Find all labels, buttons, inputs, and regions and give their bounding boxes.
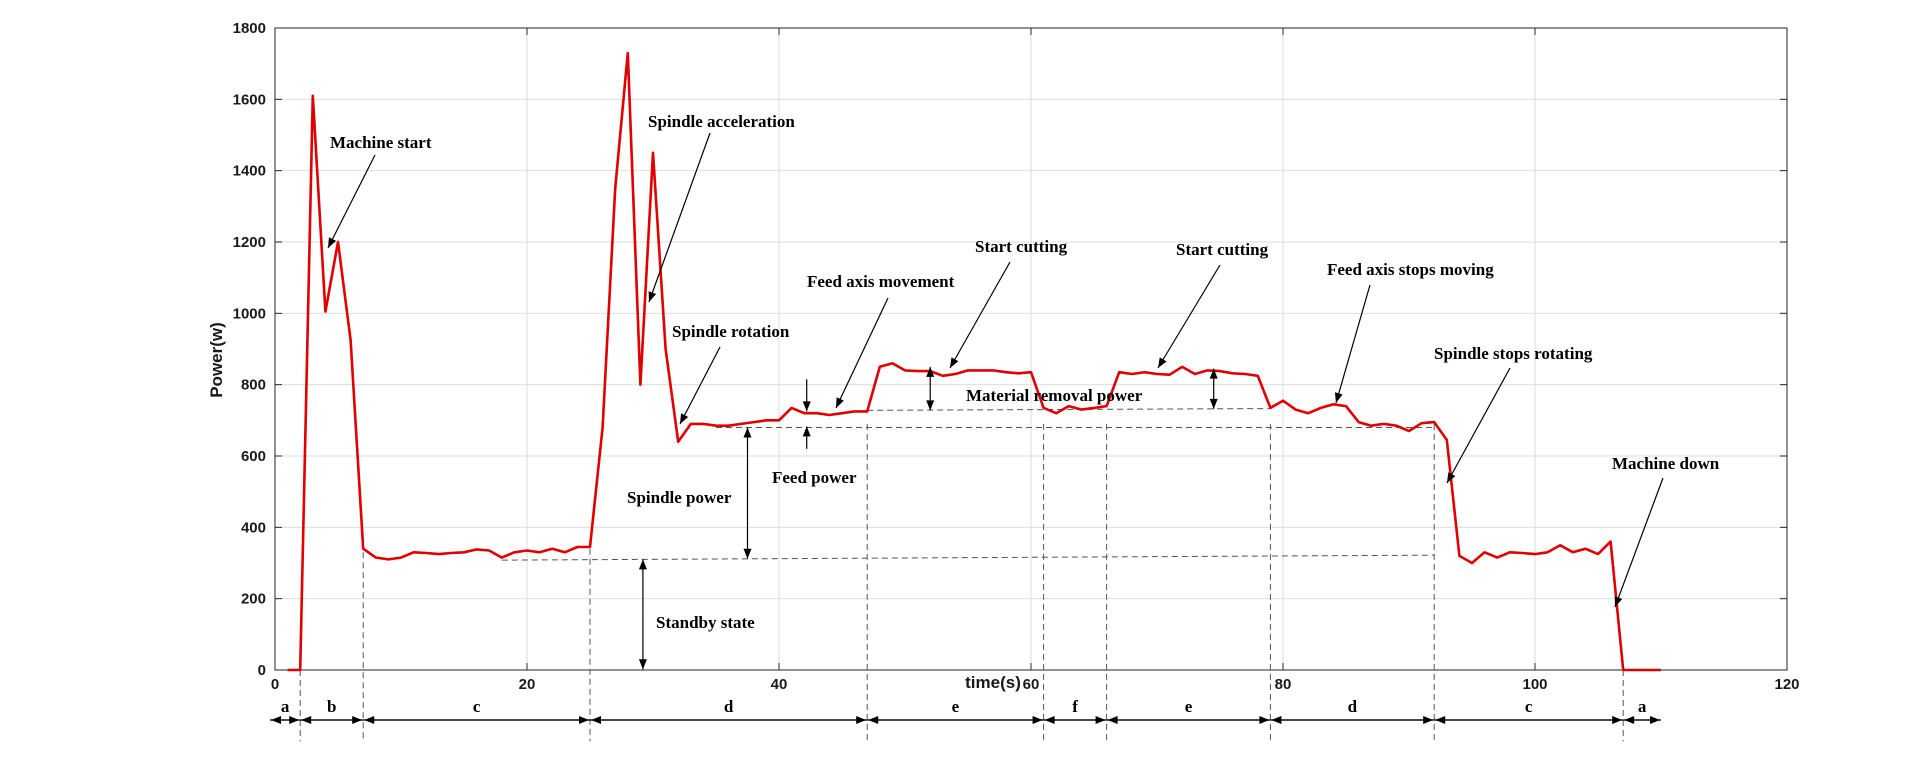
- x-tick-label: 100: [1522, 676, 1547, 693]
- y-tick-label: 1000: [233, 305, 266, 322]
- y-axis-title: Power(w): [207, 322, 226, 398]
- phase-label: c: [473, 697, 481, 716]
- arrow-spindle-stops-head: [1447, 472, 1456, 483]
- arrow-spindle-rotation: [679, 346, 721, 425]
- axis-ticks: 0 20 40 60 80 100 1200200400600800100012001400…: [233, 20, 1800, 693]
- arrow-machine-down: [1614, 477, 1664, 608]
- arrow-feed-power-bottom-head: [802, 426, 811, 437]
- x-axis-title: time(s): [965, 673, 1021, 692]
- arrow-material-removal-1-head: [926, 366, 935, 377]
- phase-label: a: [281, 697, 290, 716]
- arrow-spindle-acceleration-head: [648, 291, 657, 302]
- arrow-feed-axis-movement: [835, 297, 889, 409]
- arrow-machine-start-head: [328, 237, 337, 248]
- y-tick-label: 1800: [233, 20, 266, 37]
- arrow-standby-head: [638, 659, 647, 670]
- annotation-material-removal-power: Material removal power: [966, 386, 1143, 405]
- arrow-material-removal-2-head: [1209, 368, 1218, 379]
- phase-label: b: [327, 697, 336, 716]
- dashed-reference-line: [867, 408, 1271, 411]
- annotation-feed-axis-movement: Feed axis movement: [807, 272, 955, 291]
- arrow-start-cutting-1-head: [950, 357, 959, 368]
- x-tick-label: 0: [271, 676, 279, 693]
- y-tick-label: 200: [241, 591, 266, 608]
- y-tick-label: 400: [241, 519, 266, 536]
- annotation-arrows: [271, 132, 1664, 724]
- x-tick-label: 80: [1275, 676, 1292, 693]
- arrow-start-cutting-1: [949, 261, 1011, 369]
- annotation-spindle-stops: Spindle stops rotating: [1434, 344, 1593, 363]
- annotation-feed-power: Feed power: [772, 468, 857, 487]
- arrow-machine-down-head: [1614, 596, 1623, 607]
- annotation-spindle-power: Spindle power: [627, 488, 732, 507]
- phase-label: a: [1638, 697, 1647, 716]
- phase-label: d: [1348, 697, 1358, 716]
- phase-label: d: [724, 697, 734, 716]
- arrow-standby-head: [638, 559, 647, 570]
- arrow-spindle-stops: [1446, 367, 1511, 484]
- annotation-standby-state: Standby state: [656, 613, 755, 632]
- y-tick-label: 1600: [233, 91, 266, 108]
- x-tick-label: 120: [1774, 676, 1799, 693]
- annotation-machine-start: Machine start: [330, 133, 432, 152]
- x-tick-label: 60: [1023, 676, 1040, 693]
- arrow-feed-axis-movement-head: [836, 397, 844, 408]
- arrow-feed-axis-stops-head: [1334, 392, 1343, 403]
- annotation-feed-axis-stops: Feed axis stops moving: [1327, 260, 1494, 279]
- arrow-material-removal-2-head: [1209, 398, 1218, 409]
- y-tick-label: 1400: [233, 163, 266, 180]
- arrow-spindle-power-head: [743, 427, 752, 438]
- arrow-machine-start: [327, 154, 376, 249]
- y-tick-label: 800: [241, 377, 266, 394]
- arrow-start-cutting-2: [1157, 264, 1221, 369]
- phase-label: e: [952, 697, 960, 716]
- phase-label: e: [1185, 697, 1193, 716]
- annotation-spindle-acceleration: Spindle acceleration: [648, 112, 795, 131]
- annotation-start-cutting-2: Start cutting: [1176, 240, 1269, 259]
- phase-label: f: [1072, 697, 1078, 716]
- phase-label: c: [1525, 697, 1533, 716]
- annotation-machine-down: Machine down: [1612, 454, 1720, 473]
- arrow-feed-axis-stops: [1335, 284, 1371, 404]
- y-tick-label: 0: [258, 662, 266, 679]
- grid: [275, 28, 1787, 670]
- arrow-spindle-acceleration: [648, 132, 711, 303]
- arrow-spindle-rotation-head: [680, 413, 689, 424]
- annotation-spindle-rotation: Spindle rotation: [672, 322, 790, 341]
- arrow-spindle-power-head: [743, 548, 752, 559]
- dashed-reference-line: [501, 554, 1435, 561]
- arrow-start-cutting-2-head: [1158, 357, 1167, 368]
- y-tick-label: 600: [241, 448, 266, 465]
- annotation-start-cutting-1: Start cutting: [975, 237, 1068, 256]
- reference-lines: [299, 408, 1624, 742]
- arrow-material-removal-1-head: [926, 400, 935, 411]
- power-series-line: [287, 51, 1661, 672]
- x-tick-label: 20: [519, 676, 536, 693]
- x-tick-label: 40: [771, 676, 788, 693]
- arrow-feed-power-top-head: [802, 401, 811, 412]
- y-tick-label: 1200: [233, 234, 266, 251]
